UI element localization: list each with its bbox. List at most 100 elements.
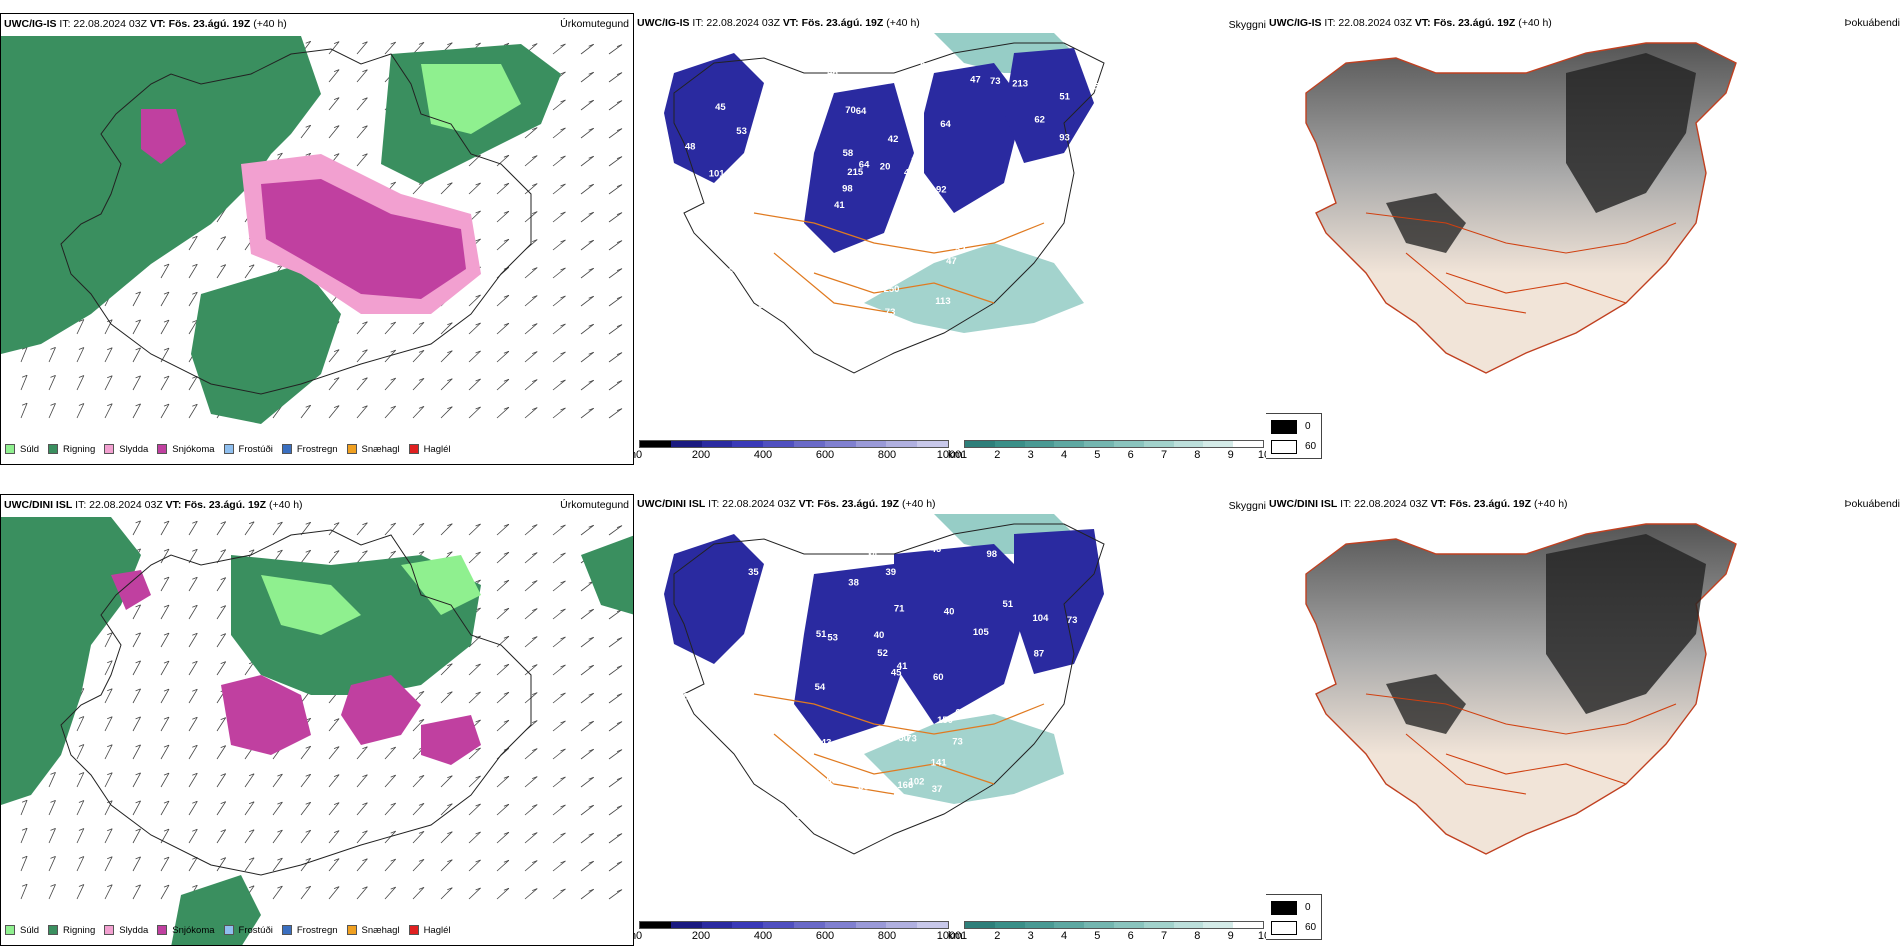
colorbar-step	[763, 441, 794, 447]
wind-barb-flag	[616, 777, 623, 780]
wind-barb-flag	[532, 832, 538, 835]
legend-label: Rigning	[63, 924, 96, 936]
wind-barb-flag	[588, 888, 594, 892]
cloud-base-label: 40	[874, 630, 885, 641]
cloud-base-label: 50	[753, 704, 764, 715]
colorbar-step	[1233, 441, 1263, 447]
wind-barb-flag	[78, 347, 85, 350]
wind-barb	[244, 773, 255, 788]
wind-barb	[552, 323, 566, 335]
wind-barb-flag	[532, 524, 538, 527]
wind-barb	[132, 800, 141, 816]
wind-barb	[552, 720, 566, 732]
legend-item: Slydda	[104, 444, 148, 455]
wind-barb	[160, 548, 170, 564]
wind-barb-flag	[418, 691, 425, 694]
wind-barb-flag	[50, 772, 56, 775]
wind-barb	[496, 211, 510, 223]
cloud-base-label: 35	[748, 567, 759, 578]
wind-barb	[524, 552, 538, 564]
cloud-base-label: 104	[1033, 613, 1050, 624]
wind-barb	[608, 408, 623, 419]
wind-barb	[580, 267, 594, 279]
wind-barb	[104, 884, 113, 900]
wind-barb-flag	[447, 663, 453, 667]
fog-key-high-label: 60	[1305, 441, 1317, 452]
cloud-base-label: 51	[816, 629, 827, 640]
wind-barb	[48, 347, 56, 363]
wind-barb-flag	[532, 804, 538, 807]
wind-barb	[608, 184, 623, 195]
legend-swatch	[346, 925, 357, 935]
wind-barb	[216, 801, 227, 816]
wind-barb	[496, 239, 510, 251]
legend-item: Rigning	[48, 444, 95, 455]
wind-barb-flag	[616, 637, 623, 640]
wind-barb-flag	[447, 182, 453, 186]
wind-barb	[412, 887, 425, 900]
wind-barb-flag	[192, 660, 198, 664]
cloud-base-tick-label: 200	[691, 930, 711, 942]
wind-barb-flag	[616, 100, 623, 103]
wind-barb-flag	[532, 888, 538, 891]
cloud-base-label: 57	[806, 140, 817, 151]
wind-barb	[580, 407, 594, 419]
wind-barb-flag	[163, 576, 170, 580]
wind-barb-flag	[532, 692, 538, 695]
legend-label: Súld	[20, 924, 40, 936]
wind-barb-flag	[21, 855, 28, 859]
wind-barb	[188, 521, 198, 536]
wind-barb-flag	[135, 856, 141, 860]
wind-barb-flag	[588, 267, 594, 271]
wind-barb-flag	[248, 885, 255, 889]
wind-barb-flag	[560, 860, 566, 864]
wind-barb-flag	[588, 692, 594, 696]
wind-barb-flag	[362, 774, 368, 778]
wind-barb	[608, 833, 623, 844]
wind-barb-flag	[248, 801, 255, 805]
wind-barb	[468, 831, 481, 844]
wind-barb	[160, 688, 170, 704]
wind-barb-flag	[560, 155, 566, 159]
cloud-base-label: 73	[885, 307, 896, 318]
wind-barb-flag	[616, 665, 623, 668]
legend-label: Frostregn	[296, 443, 338, 455]
wind-barb	[160, 800, 170, 816]
wind-barb-flag	[163, 403, 170, 407]
cloud-base-label: 64	[856, 106, 867, 117]
wind-barb	[412, 859, 425, 872]
wind-barb-flag	[107, 744, 113, 748]
wind-barb	[552, 748, 566, 760]
wind-barb	[468, 663, 481, 676]
wind-barb-flag	[475, 523, 481, 527]
wind-barb-flag	[50, 884, 56, 887]
wind-barb	[524, 776, 538, 788]
visibility-unit: km	[948, 930, 963, 942]
visibility-tick-label: 6	[1127, 449, 1134, 461]
wind-barb-flag	[532, 860, 538, 863]
wind-barb	[496, 888, 510, 900]
cloud-base-label: 47	[970, 75, 981, 86]
visibility-tick-label: 8	[1194, 449, 1201, 461]
cloud-base-label: 45	[891, 668, 902, 679]
wind-barb-flag	[220, 857, 226, 860]
init-time: IT: 22.08.2024 03Z	[75, 499, 163, 511]
wind-barb	[384, 522, 396, 536]
cloud-base-label: 44	[850, 297, 861, 308]
cloud-base-label: 37	[775, 182, 786, 193]
wind-barb-flag	[588, 295, 594, 299]
wind-barb	[552, 888, 566, 900]
wind-barb-flag	[588, 407, 594, 411]
lead-time: (+40 h)	[268, 499, 303, 511]
wind-barb-flag	[532, 351, 538, 354]
wind-barb	[104, 375, 113, 391]
wind-barb	[104, 347, 113, 363]
wind-barb-flag	[588, 183, 594, 187]
visibility-unit: km	[948, 449, 963, 461]
wind-barb	[160, 576, 170, 592]
cloud-base-label: 28	[820, 810, 831, 821]
legend-item: Snjókoma	[157, 925, 215, 936]
wind-barb	[356, 550, 368, 564]
cloud-base-colorbar-ticks: m 0 200 400 600 800 1000	[634, 929, 961, 943]
wind-barb-flag	[192, 604, 198, 608]
